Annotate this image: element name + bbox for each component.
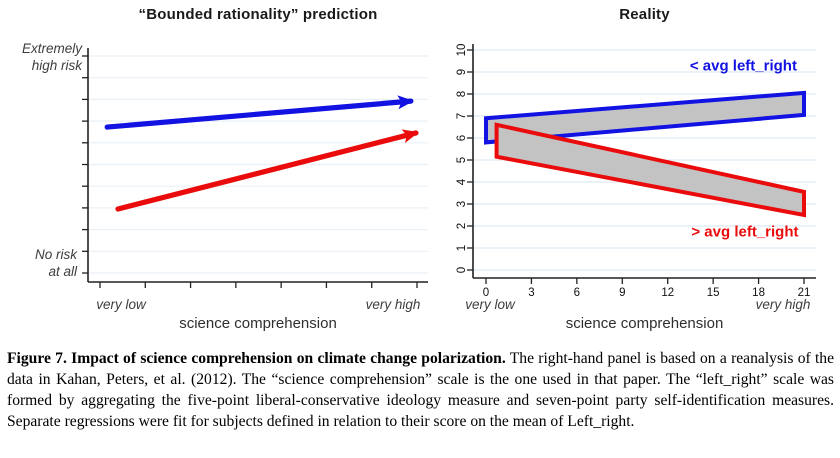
x-tick-label: 18 [752,287,765,299]
y-axis-bottom-label-line1: No risk [34,247,77,262]
regression-band-blue [484,90,806,145]
right-x-axis-title: science comprehension [565,315,724,332]
x-tick-label: 6 [574,287,580,299]
y-axis-top-label-line2: high risk [31,57,82,73]
x-tick-label: 3 [528,287,534,299]
y-tick-label: 7 [456,113,468,119]
x-tick-label: 15 [707,287,720,299]
y-tick-label: 9 [456,69,468,75]
y-tick-label: 6 [456,135,468,141]
y-axis-top-label: Extremely high risk [0,41,82,74]
x-tick-label: 9 [619,287,625,299]
y-tick-label: 8 [456,91,468,97]
prediction-arrow-blue [104,95,414,130]
prediction-arrow-red [115,129,419,212]
y-tick-label: 4 [456,178,468,185]
right-panel-title: Reality [619,6,670,23]
y-tick-label: 0 [456,267,468,273]
x-tick-label: 12 [661,287,674,299]
right-x-axis-low-label: very low [465,297,515,312]
right-x-axis-high-label: very high [755,297,811,312]
figure-caption-bold: Figure 7. Impact of science comprehensio… [7,350,506,367]
y-axis-top-label-line1: Extremely [21,41,82,56]
y-axis-bottom-label-line2: at all [48,263,77,279]
left-x-axis-title: science comprehension [179,315,337,332]
left-panel-title: “Bounded rationality” prediction [138,6,378,23]
y-tick-label: 2 [456,223,468,229]
x-tick-label: 21 [798,287,811,299]
figure-caption-text: The right-hand panel is based on a reana… [7,350,835,430]
y-tick-label: 5 [456,157,468,163]
y-tick-label: 10 [456,44,468,57]
y-tick-label: 1 [456,245,468,251]
y-axis-bottom-label: No risk at all [0,247,77,280]
figure-caption: Figure 7. Impact of science comprehensio… [7,348,834,432]
regression-band-red [494,122,806,218]
x-tick-label: 0 [483,287,489,299]
band-label-red: > avg left_right [691,224,798,241]
left-x-axis-high-label: very high [365,297,421,312]
band-label-blue: < avg left_right [690,57,797,74]
left-x-axis-low-label: very low [96,297,146,312]
y-tick-label: 3 [456,201,468,207]
